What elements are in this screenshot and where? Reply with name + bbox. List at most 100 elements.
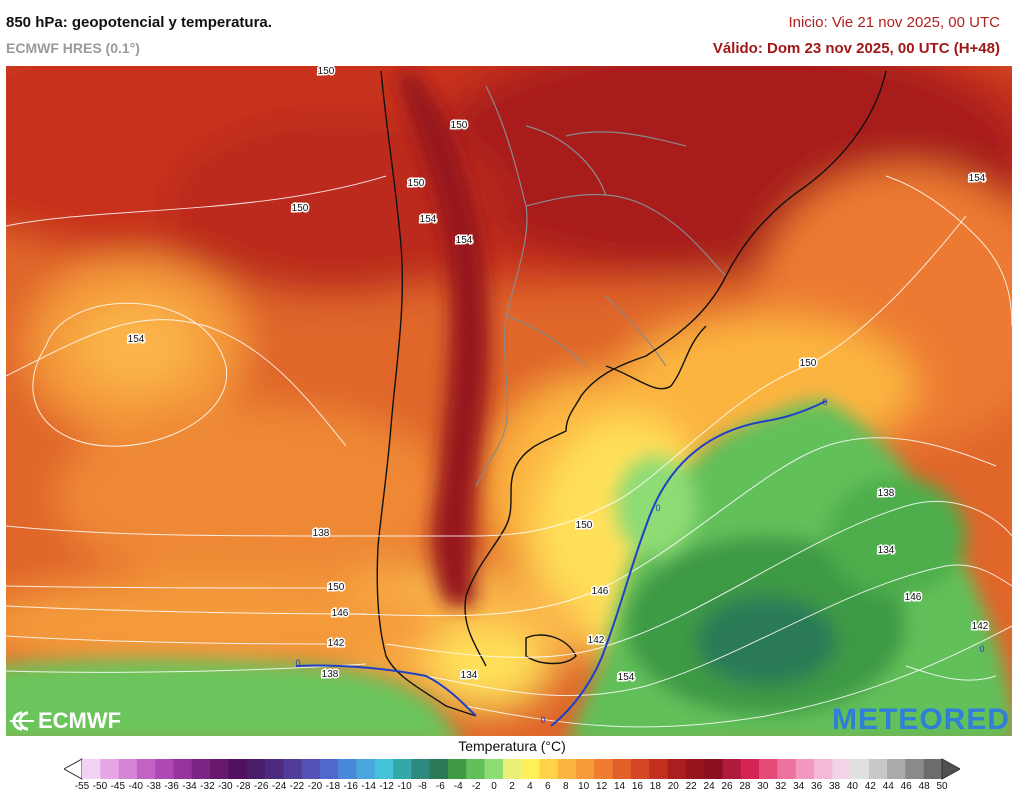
colorbar-tick-label: -40: [128, 781, 143, 792]
isohypse-label: 154: [456, 235, 473, 246]
colorbar-title: Temperatura (°C): [458, 738, 566, 754]
colorbar-swatch: [594, 759, 614, 779]
model-label: ECMWF HRES (0.1°): [6, 40, 140, 56]
colorbar-tick-label: -55: [74, 781, 90, 792]
valid-time: Válido: Dom 23 nov 2025, 00 UTC (H+48): [712, 40, 1000, 57]
colorbar-tick-label: -24: [271, 781, 287, 792]
colorbar-swatch: [136, 759, 156, 779]
colorbar-swatch: [82, 759, 101, 779]
colorbar-swatch: [210, 759, 229, 779]
colorbar-swatch: [795, 759, 815, 779]
colorbar-swatch: [264, 759, 284, 779]
colorbar-swatch: [850, 759, 870, 779]
colorbar-swatch: [685, 759, 705, 779]
isohypse-label: 154: [420, 214, 437, 225]
zero-isotherm-label: 0: [979, 644, 984, 654]
colorbar-swatch: [191, 759, 211, 779]
coastline: [376, 70, 887, 717]
andes-ridge: [396, 71, 490, 606]
colorbar-swatch: [228, 759, 248, 779]
colorbar-tick-labels: -55 -50 -45 -40 -38 -36 -34 -32 -30 -28 -26 -24 -22-…: [0, 781, 1024, 797]
colorbar-tick-label: -10: [397, 781, 412, 792]
colorbar-tick-label: 12: [596, 781, 608, 792]
isohypse-label: 142: [972, 621, 989, 632]
colorbar-swatch: [118, 759, 138, 779]
colorbar-tick-label: 4: [527, 781, 533, 792]
zero-isotherm-label: 0: [655, 503, 660, 513]
zero-isotherm-label: 0: [822, 397, 827, 407]
colorbar-swatch: [374, 759, 394, 779]
colorbar-tick-label: 14: [613, 781, 626, 792]
colorbar: [62, 758, 962, 785]
colorbar-swatch: [813, 759, 833, 779]
isohypse-label: 150: [576, 520, 593, 531]
country-borders: [475, 85, 727, 487]
colorbar-tick-label: -50: [92, 781, 108, 792]
isohypse-label-group: 150 150 150 150 154 154 154 154 150 150 146 142 138 1…: [126, 66, 990, 725]
colorbar-swatch: [173, 759, 193, 779]
colorbar-swatch: [630, 759, 650, 779]
colorbar-tick-label: 16: [631, 781, 643, 792]
temperature-field: [6, 66, 1012, 736]
colorbar-tick-label: 0: [491, 781, 497, 792]
colorbar-tick-label: 44: [882, 781, 894, 792]
colorbar-tick-label: 20: [667, 781, 679, 792]
colorbar-tick-label: 10: [578, 781, 590, 792]
colorbar-tick-label: -8: [417, 781, 427, 792]
colorbar-swatch: [484, 759, 504, 779]
colorbar-swatch: [704, 759, 723, 779]
isohypse-label: 146: [592, 586, 609, 597]
colorbar-tick-label: 30: [757, 781, 769, 792]
cold-air-mass: [6, 400, 1012, 736]
isohypse-label: 134: [878, 545, 895, 556]
colorbar-tick-label: -6: [435, 781, 445, 792]
colorbar-swatch: [759, 759, 778, 779]
colorbar-swatch: [393, 759, 412, 779]
colorbar-tick-label: -38: [146, 781, 161, 792]
colorbar-swatch: [338, 759, 357, 779]
colorbar-tick-label: -26: [253, 781, 269, 792]
colorbar-tick-label: 8: [562, 781, 569, 792]
colorbar-swatch: [319, 759, 339, 779]
colorbar-swatch: [722, 759, 742, 779]
temperature-map[interactable]: 150 150 150 150 154 154 154 154 150 150 146 142 138 1…: [6, 66, 1012, 736]
colorbar-swatch: [740, 759, 760, 779]
colorbar-swatch: [539, 759, 559, 779]
colorbar-swatch: [923, 759, 943, 779]
colorbar-over-arrow: [941, 758, 962, 780]
colorbar-tick-label: -28: [236, 781, 251, 792]
colorbar-tick-label: -2: [471, 781, 481, 792]
colorbar-swatch: [612, 759, 632, 779]
colorbar-tick-label: 26: [721, 781, 733, 792]
colorbar-tick-label: 6: [545, 781, 551, 792]
colorbar-swatch: [868, 759, 888, 779]
colorbar-tick-label: -20: [307, 781, 323, 792]
zero-isotherm-label: 0: [540, 715, 545, 725]
zero-isotherm: [295, 400, 827, 727]
colorbar-swatch: [777, 759, 797, 779]
colorbar-tick-label: 42: [864, 781, 876, 792]
colorbar-swatch: [887, 759, 906, 779]
isohypse-lines: [6, 175, 1012, 728]
colorbar-tick-label: -22: [289, 781, 305, 792]
colorbar-tick-label: 24: [703, 781, 715, 792]
colorbar-tick-label: -18: [325, 781, 341, 792]
colorbar-swatch: [429, 759, 449, 779]
colorbar-swatch: [576, 759, 595, 779]
colorbar-tick-label: -34: [182, 781, 197, 792]
colorbar-tick-label: 28: [739, 781, 751, 792]
isohypse-label: 150: [318, 66, 335, 77]
isohypse-label: 150: [451, 120, 468, 131]
colorbar-tick-label: 46: [900, 781, 912, 792]
zero-isotherm-label: 0: [295, 658, 300, 668]
colorbar-swatch: [100, 759, 120, 779]
colorbar-swatch: [447, 759, 467, 779]
colorbar-swatch: [283, 759, 303, 779]
colorbar-tick-label: 36: [811, 781, 823, 792]
colorbar-tick-label: -32: [200, 781, 215, 792]
isohypse-label: 154: [618, 672, 635, 683]
ecmwf-logo-text: ECMWF: [38, 708, 122, 733]
chart-title: 850 hPa: geopotencial y temperatura.: [6, 14, 272, 31]
colorbar-swatch: [905, 759, 925, 779]
colorbar-svg: [62, 758, 962, 780]
